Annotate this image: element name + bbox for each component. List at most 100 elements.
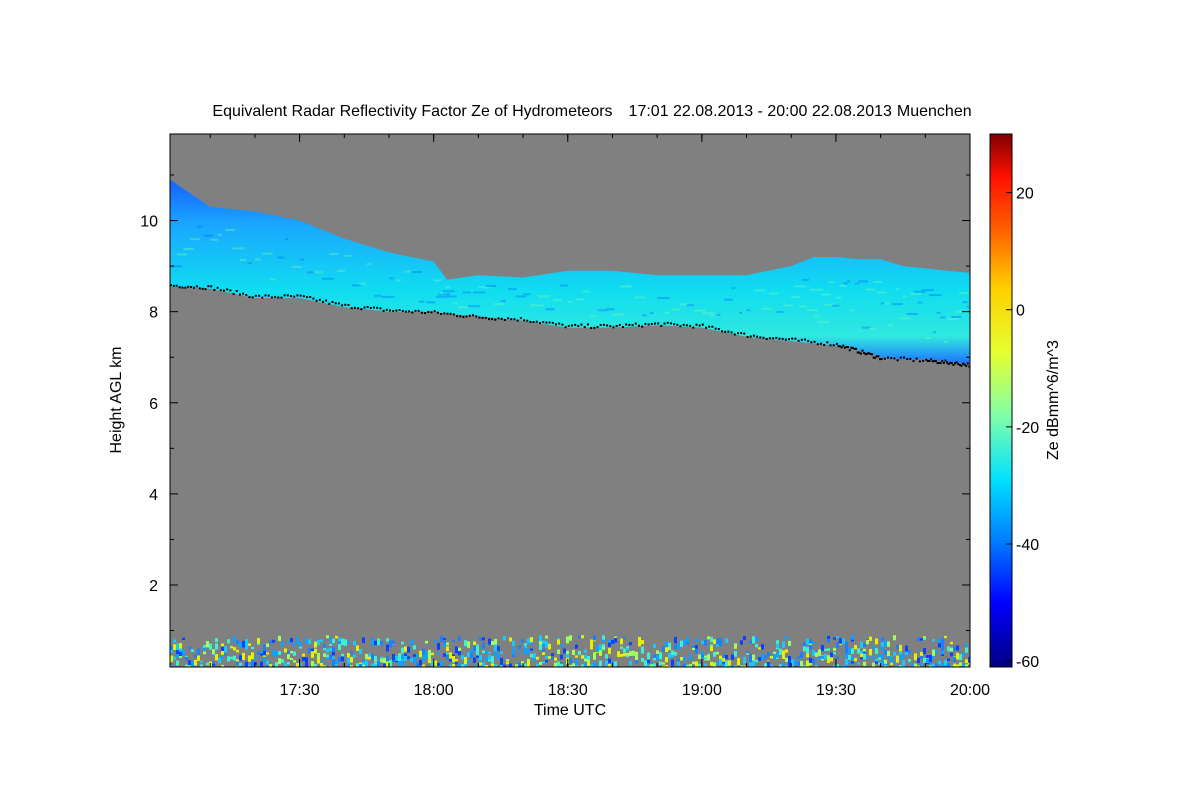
surface-echo xyxy=(956,652,959,660)
cloud-base-marker xyxy=(918,360,921,363)
cloud-base-marker xyxy=(765,338,768,340)
surface-echo xyxy=(881,641,884,647)
cloud-base-marker xyxy=(883,357,886,360)
cloud-texture-streak xyxy=(895,288,899,291)
surface-echo xyxy=(713,639,716,644)
surface-echo xyxy=(575,664,578,667)
cloud-base-marker xyxy=(449,312,452,315)
surface-echo xyxy=(521,661,524,665)
cloud-base-marker xyxy=(478,316,481,319)
surface-echo xyxy=(923,648,926,655)
surface-echo xyxy=(785,657,788,663)
surface-echo xyxy=(830,652,833,657)
surface-echo xyxy=(551,657,554,660)
cloud-texture-streak xyxy=(314,271,323,274)
cloud-texture-streak xyxy=(955,310,968,313)
cloud-texture-streak xyxy=(203,234,214,237)
cloud-texture-streak xyxy=(657,297,670,300)
cloud-texture-streak xyxy=(962,301,968,304)
cloud-base-marker xyxy=(242,292,245,295)
surface-echo xyxy=(221,664,224,667)
surface-echo xyxy=(404,646,407,652)
surface-echo xyxy=(503,664,506,667)
cloud-base-marker xyxy=(813,340,816,343)
surface-echo xyxy=(197,648,200,656)
surface-echo xyxy=(725,655,728,660)
cloud-texture-streak xyxy=(813,315,819,318)
surface-echo xyxy=(347,653,350,658)
cloud-texture-streak xyxy=(262,252,273,255)
surface-echo xyxy=(266,664,269,667)
cloud-base-marker xyxy=(369,307,372,309)
colorbar xyxy=(989,133,1013,668)
surface-echo xyxy=(326,654,329,658)
cloud-base-marker xyxy=(170,284,172,287)
surface-echo xyxy=(326,635,329,639)
surface-echo xyxy=(476,650,479,656)
cloud-base-marker xyxy=(966,362,969,365)
surface-echo xyxy=(287,654,290,660)
surface-echo xyxy=(464,657,467,665)
surface-echo xyxy=(311,648,314,654)
surface-echo xyxy=(566,636,569,644)
surface-echo xyxy=(482,650,485,654)
surface-echo xyxy=(761,644,764,650)
surface-echo xyxy=(788,640,791,645)
cloud-base-marker xyxy=(532,321,535,323)
surface-echo xyxy=(635,654,638,661)
cloud-base-marker xyxy=(859,352,862,355)
surface-echo xyxy=(413,654,416,657)
surface-echo xyxy=(707,636,710,640)
cloud-base-marker xyxy=(226,288,229,291)
cloud-texture-streak xyxy=(381,295,395,298)
surface-echo xyxy=(689,654,692,660)
surface-echo xyxy=(494,644,497,652)
surface-echo xyxy=(218,657,221,664)
surface-echo xyxy=(683,656,686,662)
surface-echo xyxy=(860,657,863,660)
surface-echo xyxy=(536,663,539,667)
cloud-texture-streak xyxy=(366,263,371,266)
cloud-base-marker xyxy=(539,322,541,324)
surface-echo xyxy=(872,662,875,667)
cloud-texture-streak xyxy=(473,291,486,294)
surface-echo xyxy=(407,646,410,653)
surface-echo xyxy=(383,662,386,667)
cloud-texture-streak xyxy=(170,265,183,268)
surface-echo xyxy=(206,662,209,666)
surface-echo xyxy=(782,643,785,649)
surface-echo xyxy=(236,659,239,664)
surface-echo xyxy=(233,655,236,661)
cloud-base-marker xyxy=(239,293,241,296)
surface-echo xyxy=(908,650,911,654)
surface-echo xyxy=(929,660,932,664)
surface-echo xyxy=(374,640,377,646)
cloud-texture-streak xyxy=(567,301,573,303)
cloud-base-marker xyxy=(847,346,850,348)
surface-echo xyxy=(323,653,326,657)
surface-echo xyxy=(599,644,602,651)
cloud-base-marker xyxy=(302,295,305,298)
surface-echo xyxy=(425,640,428,644)
cloud-texture-streak xyxy=(523,293,531,296)
plot-layers xyxy=(170,179,970,667)
cloud-texture-streak xyxy=(196,225,203,228)
cloud-texture-streak xyxy=(210,238,218,241)
surface-echo xyxy=(743,665,746,667)
surface-echo xyxy=(923,657,926,664)
cloud-texture-streak xyxy=(485,285,497,287)
surface-echo xyxy=(659,652,662,660)
surface-echo xyxy=(239,642,242,648)
cloud-texture-streak xyxy=(336,270,345,272)
cloud-base-marker xyxy=(331,301,334,303)
surface-echo xyxy=(845,641,848,649)
surface-echo xyxy=(962,652,965,657)
surface-echo xyxy=(590,664,593,667)
cloud-base-marker xyxy=(752,334,755,337)
surface-echo xyxy=(548,656,551,659)
surface-echo xyxy=(452,663,455,667)
surface-echo xyxy=(434,639,437,643)
surface-echo xyxy=(746,651,749,654)
surface-echo xyxy=(686,664,689,667)
cloud-texture-streak xyxy=(899,317,911,320)
